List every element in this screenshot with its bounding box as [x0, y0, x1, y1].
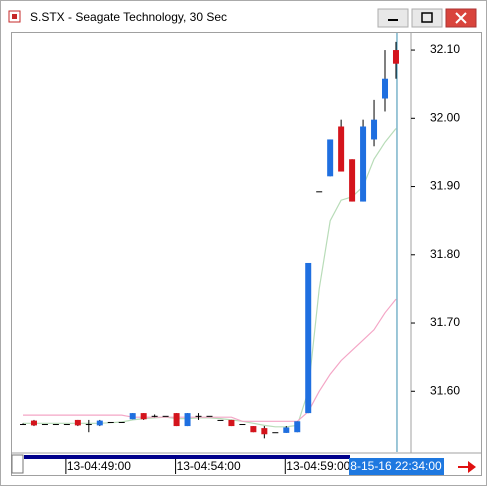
y-tick-label: 31.70 — [430, 315, 460, 329]
maximize-button[interactable] — [411, 8, 443, 28]
cursor-time-label: 8-15-16 22:34:00 — [350, 459, 442, 473]
minimize-button[interactable] — [377, 8, 409, 28]
candle-body — [327, 139, 334, 177]
candle-body — [74, 419, 81, 426]
candle-body — [85, 424, 92, 426]
candle-body — [107, 421, 114, 423]
x-tick-label: 13-04:49:00 — [67, 459, 131, 473]
candle-body — [217, 419, 224, 421]
candle-body — [294, 421, 301, 433]
candle-body — [392, 50, 399, 64]
close-icon — [455, 12, 467, 24]
y-tick-label: 32.00 — [430, 110, 460, 124]
candle-body — [305, 262, 312, 414]
x-tick-label: 13-04:59:00 — [286, 459, 350, 473]
x-tick-label: 13-04:54:00 — [177, 459, 241, 473]
candle-body — [206, 415, 213, 417]
candle-body — [20, 424, 26, 426]
candle-body — [52, 424, 59, 426]
candle-body — [338, 126, 345, 172]
cursor-time-box — [349, 458, 444, 475]
candle-body — [272, 432, 279, 434]
scroll-checkbox[interactable] — [11, 454, 24, 474]
candle-body — [118, 421, 125, 423]
app-icon-inner — [12, 14, 17, 19]
candle-body — [63, 424, 70, 426]
plot-area: 31.60 31.70 31.80 31.90 32.00 32.10 — [20, 33, 460, 452]
maximize-icon — [421, 12, 433, 23]
candle-body — [151, 415, 158, 417]
candle-body — [129, 413, 136, 420]
candle-body — [30, 420, 37, 426]
moving-average-line — [23, 298, 397, 422]
candle-body — [184, 413, 191, 427]
scrollbar[interactable] — [24, 455, 350, 459]
candle-body — [360, 126, 367, 202]
y-tick-label: 32.10 — [430, 42, 460, 56]
candle-body — [283, 427, 290, 433]
y-tick-label: 31.60 — [430, 383, 460, 397]
candle-body — [140, 413, 147, 420]
candle-body — [261, 428, 268, 435]
candle-body — [173, 413, 180, 427]
candle-body — [250, 426, 257, 433]
y-tick-label: 31.80 — [430, 247, 460, 261]
candle-body — [382, 78, 389, 99]
candle-body — [316, 191, 323, 193]
candle-body — [228, 419, 235, 427]
scroll-right-arrow[interactable] — [458, 461, 476, 473]
chart-frame — [11, 32, 482, 476]
candle-body — [195, 415, 202, 417]
candle-body — [239, 424, 246, 426]
candle-body — [41, 424, 48, 426]
candle-body — [349, 159, 356, 202]
window-title: S.STX - Seagate Technology, 30 Sec — [30, 10, 227, 24]
candle-body — [96, 420, 103, 426]
moving-average-line — [23, 128, 397, 428]
y-tick-label: 31.90 — [430, 179, 460, 193]
candle-body — [371, 119, 378, 140]
candle-body — [162, 415, 169, 417]
